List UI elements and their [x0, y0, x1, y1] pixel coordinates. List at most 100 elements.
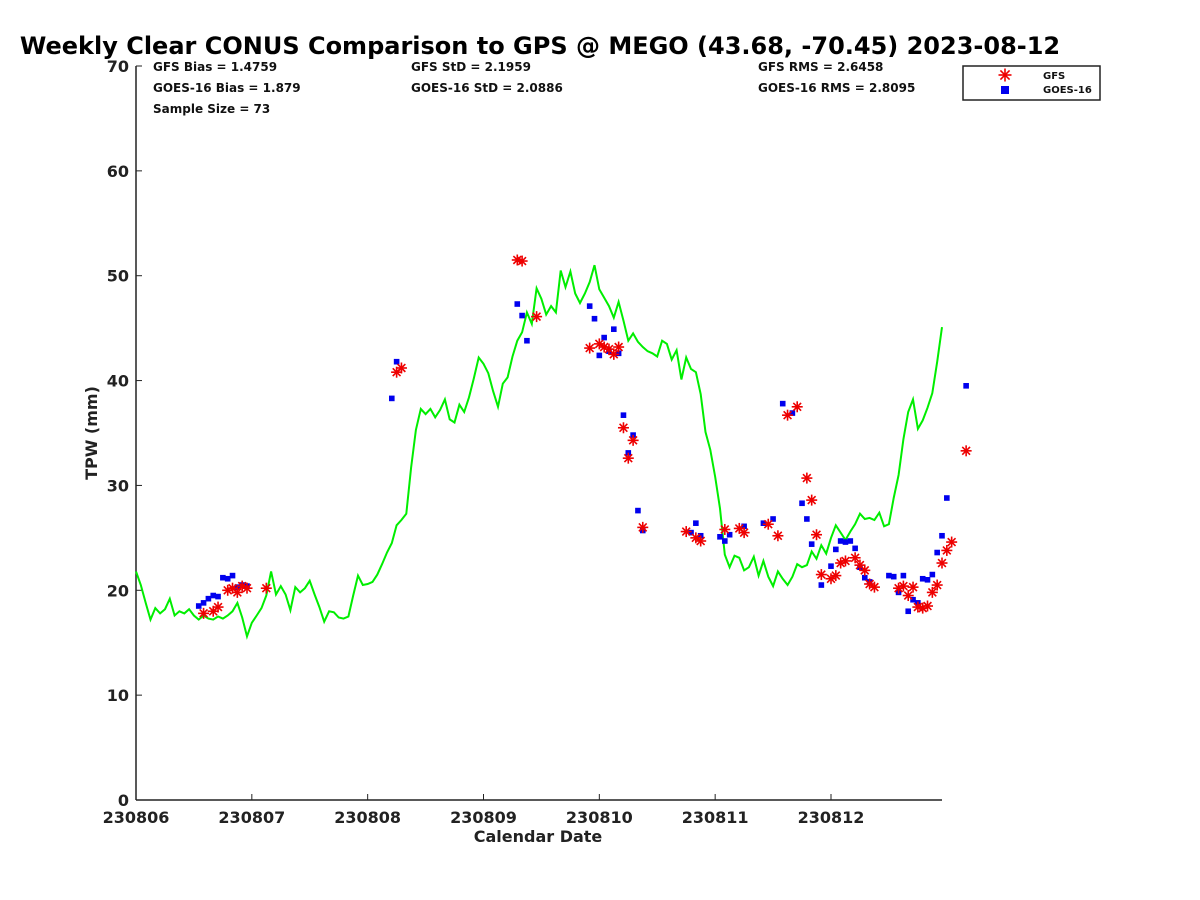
goes-16-point	[388, 395, 395, 402]
goes-16-point	[220, 574, 226, 581]
legend-goes-label: GOES-16	[1043, 85, 1092, 96]
gfs-point	[960, 445, 972, 457]
y-tick-label: 20	[107, 581, 129, 600]
gfs-point	[926, 586, 938, 598]
gfs-point	[931, 579, 943, 591]
goes-16-point	[910, 596, 916, 603]
gfs-point	[622, 452, 634, 464]
gfs-point	[902, 590, 914, 602]
goes-16-point	[861, 574, 868, 581]
x-tick-label: 230808	[334, 808, 401, 827]
gfs-std-stat: GFS StD = 2.1959	[411, 60, 531, 74]
goes-16-point	[514, 301, 521, 307]
legend-gfs-asterisk	[998, 68, 1012, 82]
legend-gfs-marker	[998, 68, 1012, 82]
goes-rms-stat: GOES-16 RMS = 2.8095	[758, 81, 915, 95]
gfs-point	[941, 544, 953, 556]
legend: GFS GOES-16	[962, 65, 1101, 101]
legend-box	[962, 65, 1101, 101]
gfs-point	[584, 342, 596, 354]
goes-16-point	[905, 608, 912, 615]
gfs-point	[531, 311, 543, 323]
goes-16-point	[963, 383, 969, 389]
goes-16-point	[215, 593, 221, 600]
gfs-point	[198, 607, 210, 619]
goes-std-stat: GOES-16 StD = 2.0886	[411, 81, 563, 95]
series-line	[135, 264, 943, 640]
goes-16-point	[224, 575, 231, 582]
y-tick-label: 70	[107, 57, 129, 76]
goes-16-point	[591, 315, 598, 322]
gfs-point	[608, 348, 620, 360]
goes-16-point	[760, 520, 767, 526]
x-tick-label: 230809	[450, 808, 517, 827]
gfs-point	[637, 521, 649, 533]
gfs-point	[897, 580, 909, 592]
goes-16-point	[596, 352, 603, 359]
gfs-point	[680, 526, 692, 538]
y-tick-label: 60	[107, 162, 129, 181]
gfs-point	[241, 582, 253, 594]
gfs-point	[212, 601, 224, 613]
goes-16-point	[726, 531, 733, 538]
goes-16-point	[890, 573, 897, 580]
goes-16-point	[944, 495, 950, 501]
y-tick-label: 10	[107, 686, 129, 705]
goes-16-point	[210, 592, 217, 599]
goes-16-point	[886, 572, 892, 579]
gfs-point	[395, 362, 407, 374]
sample-size-stat: Sample Size = 73	[153, 102, 270, 116]
goes-16-point	[900, 572, 907, 579]
gfs-point	[830, 570, 842, 582]
goes-16-point	[717, 534, 723, 540]
goes-16-point	[929, 571, 936, 578]
goes-16-point	[722, 538, 728, 544]
goes-16-point	[688, 529, 694, 536]
goes-16-point	[601, 334, 607, 341]
gfs-point	[762, 518, 774, 530]
goes-16-point	[205, 595, 212, 602]
goes-16-point	[741, 523, 747, 530]
y-tick-label: 0	[118, 791, 129, 810]
goes-16-point	[519, 312, 525, 319]
y-axis-ticks: 0 10 20 30 40 50 60 70	[107, 57, 142, 810]
x-tick-label: 230811	[682, 808, 749, 827]
goes-16-point	[770, 516, 776, 522]
gfs-point	[738, 527, 750, 539]
goes-16-point	[779, 400, 786, 407]
gfs-rms-stat: GFS RMS = 2.6458	[758, 60, 883, 74]
gfs-point	[772, 530, 784, 542]
goes-16-point	[919, 575, 926, 582]
gfs-point	[598, 341, 610, 353]
goes-16-point	[789, 410, 796, 416]
gfs-point	[806, 494, 818, 506]
gfs-bias-stat: GFS Bias = 1.4759	[153, 60, 277, 74]
goes-16-point	[611, 326, 617, 332]
gfs-points	[198, 254, 972, 619]
goes-16-point	[837, 538, 844, 544]
goes-16-point	[833, 546, 839, 553]
x-tick-label: 230806	[103, 808, 170, 827]
gfs-point	[868, 581, 880, 593]
goes-16-point	[828, 563, 834, 569]
gfs-point	[801, 472, 813, 484]
gfs-point	[617, 422, 629, 434]
goes-bias-stat: GOES-16 Bias = 1.879	[153, 81, 301, 95]
goes-16-point	[635, 507, 641, 514]
goes-16-point	[842, 539, 849, 545]
y-tick-label: 30	[107, 476, 129, 495]
gfs-point	[782, 409, 794, 421]
goes-16-point	[195, 603, 202, 609]
legend-goes-marker	[1001, 86, 1009, 94]
gfs-point	[260, 582, 272, 594]
goes-16-points	[195, 301, 969, 615]
gfs-point	[627, 434, 639, 446]
goes-16-point	[229, 572, 236, 579]
goes-16-point	[693, 520, 699, 526]
gfs-point	[516, 255, 528, 267]
goes-16-point	[934, 549, 940, 556]
gfs-point	[613, 341, 625, 353]
x-axis-ticks: 230806 230807 230808 230809 230810 230811 2308…	[103, 794, 864, 827]
gfs-point	[946, 536, 958, 548]
goes-16-point	[847, 538, 854, 544]
